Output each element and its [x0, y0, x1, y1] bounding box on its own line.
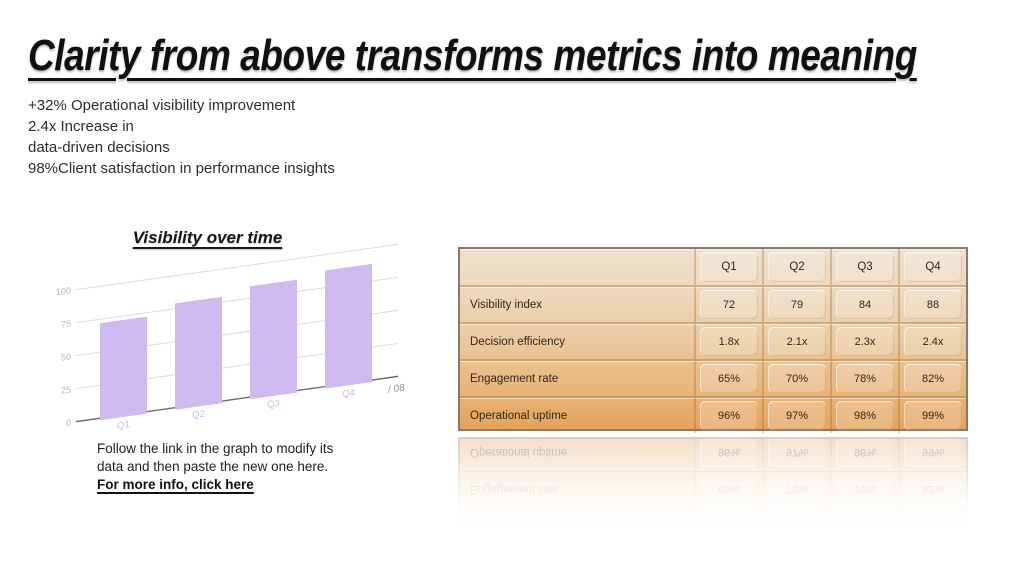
cell-q4: 88	[898, 287, 966, 322]
stats-line-decisions: data-driven decisions	[28, 139, 170, 156]
y-axis-tick-25: 25	[61, 384, 71, 395]
table-reflection: Q1 Q2 Q3 Q4 Visibility index 72 79 84 88…	[458, 437, 968, 533]
cell-q3: 98%	[830, 398, 898, 433]
cell-q3: 78%	[830, 361, 898, 396]
stats-line-satisfaction: 98%Client satisfaction in performance in…	[28, 160, 335, 177]
more-info-link[interactable]: For more info, click here	[97, 477, 254, 492]
gridline-100	[76, 243, 398, 291]
table-row-visibility-index: Visibility index 72 79 84 88	[460, 285, 966, 322]
visibility-bar-chart: 0 25 50 75 100 Q1 Q2 Q3 Q4 / 08	[52, 243, 424, 452]
chart-caption: Follow the link in the graph to modify i…	[97, 440, 339, 494]
cell-q1: 1.8x	[694, 324, 762, 359]
row-label: Visibility index	[470, 298, 543, 311]
table-row-decision-efficiency: Decision efficiency 1.8x 2.1x 2.3x 2.4x	[460, 322, 966, 359]
stats-line-increase: 2.4x Increase in	[28, 118, 134, 135]
row-label: Operational uptime	[470, 409, 568, 422]
row-label: Engagement rate	[470, 372, 559, 385]
x-axis-tick-q4: Q4	[342, 387, 355, 400]
table-header-q3: Q3	[830, 249, 898, 285]
stats-block: +32% Operational visibility improvement …	[28, 95, 335, 179]
row-label: Decision efficiency	[470, 335, 566, 348]
cell-q4: 82%	[898, 361, 966, 396]
table-row-engagement-rate: Engagement rate 65% 70% 78% 82%	[460, 359, 966, 396]
slide-title: Clarity from above transforms metrics in…	[28, 31, 917, 80]
cell-q2: 70%	[762, 361, 830, 396]
y-axis-tick-50: 50	[61, 351, 71, 362]
bar-q4	[325, 263, 372, 389]
stats-line-visibility: +32% Operational visibility improvement	[28, 97, 296, 114]
x-axis-tick-q3: Q3	[267, 398, 280, 411]
cell-q2: 79	[762, 287, 830, 322]
cell-q3: 84	[830, 287, 898, 322]
x-axis-tick-q1: Q1	[117, 419, 130, 432]
cell-q1: 96%	[694, 398, 762, 433]
x-axis-tick-q2: Q2	[192, 409, 205, 422]
y-axis-tick-100: 100	[56, 285, 71, 297]
cell-q1: 65%	[694, 361, 762, 396]
cell-q4: 2.4x	[898, 324, 966, 359]
cell-q1: 72	[694, 287, 762, 322]
caption-text: Follow the link in the graph to modify i…	[97, 441, 334, 474]
chart-corner-label: / 08	[388, 382, 405, 395]
table-header-empty	[460, 249, 694, 285]
metrics-table: Q1 Q2 Q3 Q4 Visibility index 72 79 84 88…	[458, 247, 968, 433]
y-axis-tick-75: 75	[61, 318, 71, 329]
bar-chart-svg: 0 25 50 75 100 Q1 Q2 Q3 Q4 / 08	[56, 243, 405, 432]
cell-q2: 2.1x	[762, 324, 830, 359]
bar-q3	[250, 279, 297, 400]
table-row-operational-uptime: Operational uptime 96% 97% 98% 99%	[460, 396, 966, 433]
cell-q3: 2.3x	[830, 324, 898, 359]
cell-q2: 97%	[762, 398, 830, 433]
table-header-q1: Q1	[694, 249, 762, 285]
table-header-q2: Q2	[762, 249, 830, 285]
y-axis-tick-0: 0	[66, 417, 71, 428]
table-header-row: Q1 Q2 Q3 Q4	[460, 249, 966, 285]
cell-q4: 99%	[898, 398, 966, 433]
table-header-q4: Q4	[898, 249, 966, 285]
bar-q2	[175, 296, 222, 410]
bar-q1	[100, 316, 147, 421]
chart-title: Visibility over time	[132, 228, 283, 247]
